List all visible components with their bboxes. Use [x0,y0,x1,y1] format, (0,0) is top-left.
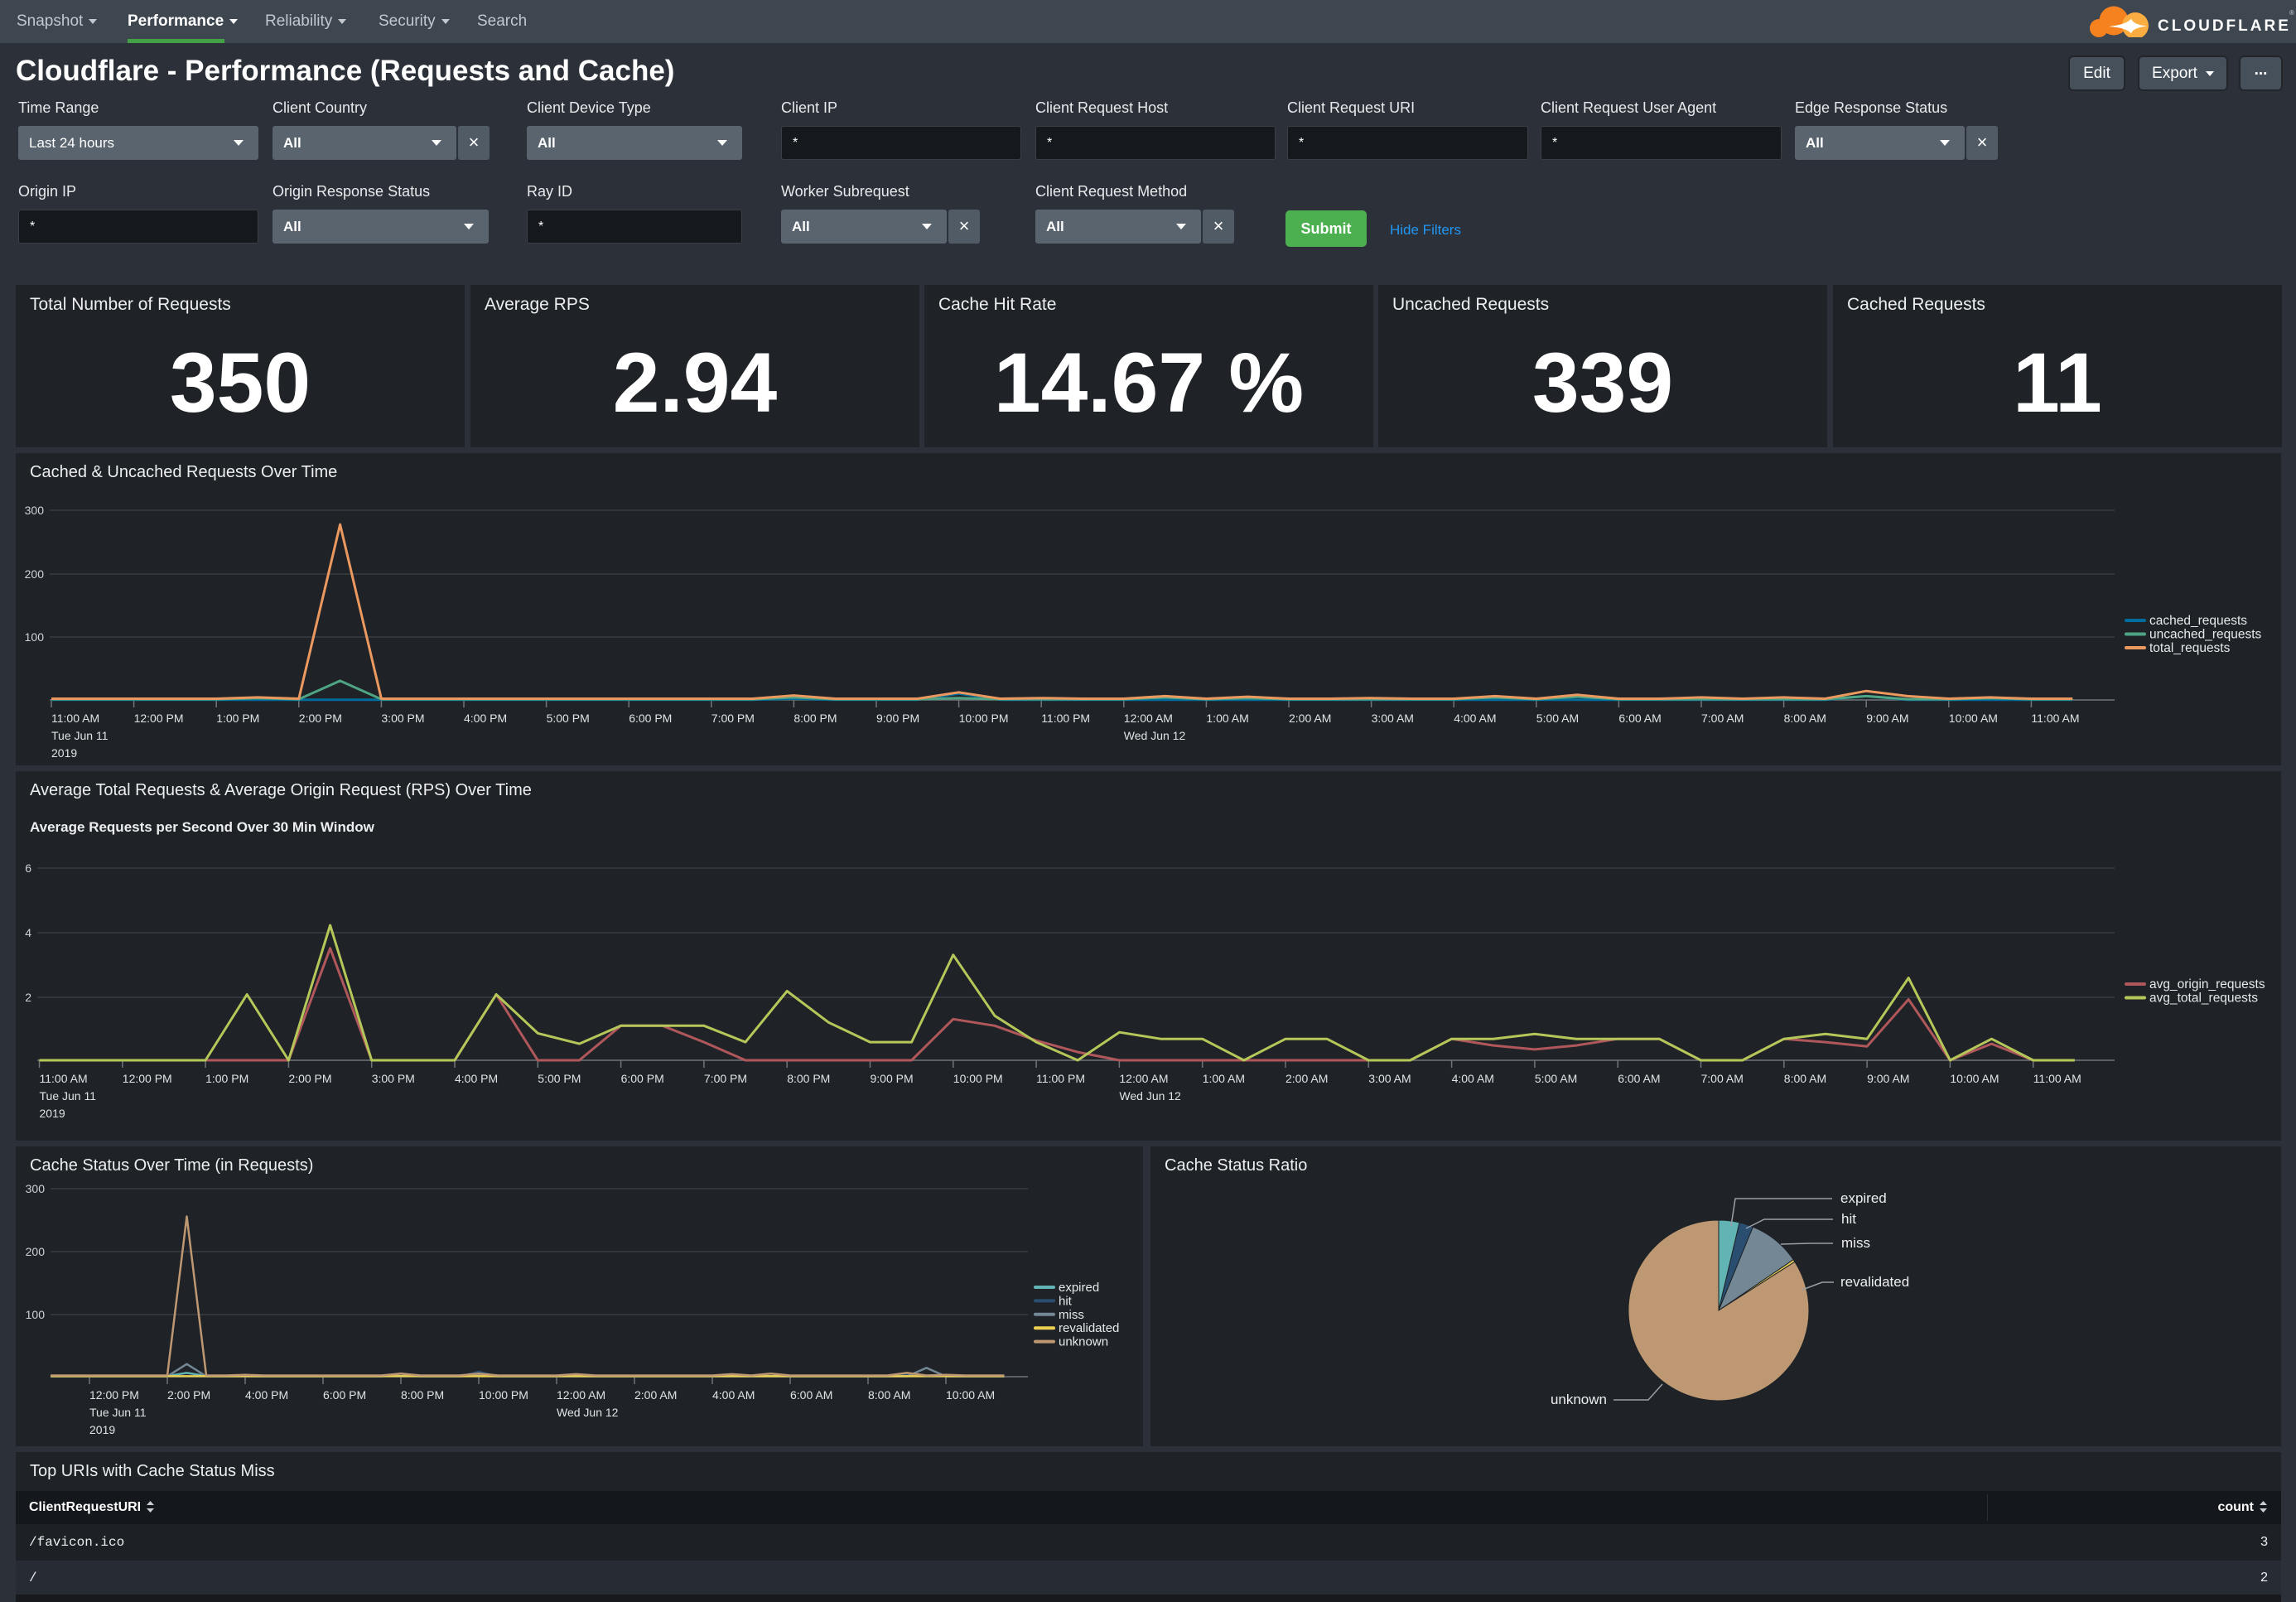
svg-text:7:00 AM: 7:00 AM [1701,1072,1744,1085]
svg-text:miss: miss [1059,1308,1084,1322]
svg-text:100: 100 [25,630,45,644]
svg-text:Wed Jun 12: Wed Jun 12 [1119,1089,1181,1103]
svg-text:9:00 PM: 9:00 PM [876,712,919,725]
svg-text:3:00 AM: 3:00 AM [1368,1072,1411,1085]
svg-text:10:00 AM: 10:00 AM [1950,1072,1999,1085]
svg-text:2:00 AM: 2:00 AM [634,1388,677,1402]
svg-text:6:00 AM: 6:00 AM [1618,712,1661,725]
svg-text:300: 300 [26,1182,46,1195]
svg-text:12:00 AM: 12:00 AM [1124,712,1173,725]
svg-text:unknown: unknown [1059,1335,1108,1349]
svg-text:200: 200 [25,567,45,581]
svg-text:4:00 PM: 4:00 PM [455,1072,498,1085]
svg-text:5:00 AM: 5:00 AM [1535,1072,1577,1085]
svg-text:hit: hit [1841,1211,1856,1227]
svg-text:6: 6 [25,861,31,875]
svg-text:Wed Jun 12: Wed Jun 12 [557,1406,619,1419]
svg-text:9:00 AM: 9:00 AM [1867,1072,1909,1085]
svg-text:11:00 PM: 11:00 PM [1041,712,1090,725]
svg-text:2:00 AM: 2:00 AM [1285,1072,1328,1085]
svg-text:10:00 PM: 10:00 PM [479,1388,528,1402]
svg-text:6:00 PM: 6:00 PM [621,1072,664,1085]
svg-text:3:00 PM: 3:00 PM [381,712,424,725]
svg-text:expired: expired [1840,1190,1887,1206]
svg-text:10:00 AM: 10:00 AM [1949,712,1998,725]
svg-text:6:00 AM: 6:00 AM [790,1388,832,1402]
svg-text:11:00 PM: 11:00 PM [1036,1072,1085,1085]
svg-text:hit: hit [1059,1294,1073,1308]
svg-text:cached_requests: cached_requests [2149,614,2247,628]
svg-text:3:00 AM: 3:00 AM [1372,712,1414,725]
svg-text:12:00 AM: 12:00 AM [557,1388,605,1402]
svg-text:2:00 PM: 2:00 PM [299,712,342,725]
svg-text:7:00 PM: 7:00 PM [704,1072,747,1085]
svg-text:200: 200 [26,1245,46,1258]
svg-text:6:00 AM: 6:00 AM [1618,1072,1660,1085]
svg-text:2:00 PM: 2:00 PM [288,1072,331,1085]
svg-text:12:00 AM: 12:00 AM [1119,1072,1168,1085]
svg-text:12:00 PM: 12:00 PM [89,1388,139,1402]
svg-text:7:00 AM: 7:00 AM [1701,712,1744,725]
svg-text:8:00 AM: 8:00 AM [1784,712,1826,725]
svg-text:Tue Jun 11: Tue Jun 11 [51,729,109,742]
svg-text:2019: 2019 [89,1423,115,1436]
svg-text:1:00 AM: 1:00 AM [1203,1072,1245,1085]
svg-text:11:00 AM: 11:00 AM [51,712,99,725]
svg-text:6:00 PM: 6:00 PM [629,712,672,725]
svg-text:5:00 PM: 5:00 PM [547,712,590,725]
svg-text:Wed Jun 12: Wed Jun 12 [1124,729,1186,742]
svg-text:4:00 AM: 4:00 AM [1454,712,1496,725]
svg-text:Tue Jun 11: Tue Jun 11 [89,1406,147,1419]
svg-text:300: 300 [25,504,45,517]
svg-text:8:00 PM: 8:00 PM [787,1072,830,1085]
svg-text:9:00 PM: 9:00 PM [871,1072,914,1085]
svg-text:avg_origin_requests: avg_origin_requests [2149,977,2265,992]
svg-text:expired: expired [1059,1281,1099,1295]
svg-text:4:00 PM: 4:00 PM [464,712,507,725]
svg-text:8:00 PM: 8:00 PM [793,712,837,725]
svg-text:3:00 PM: 3:00 PM [372,1072,415,1085]
svg-text:10:00 PM: 10:00 PM [959,712,1009,725]
svg-text:10:00 PM: 10:00 PM [953,1072,1003,1085]
svg-text:®: ® [2289,9,2294,17]
svg-text:12:00 PM: 12:00 PM [123,1072,172,1085]
svg-text:10:00 AM: 10:00 AM [946,1388,995,1402]
svg-text:1:00 PM: 1:00 PM [205,1072,248,1085]
svg-text:2019: 2019 [40,1107,65,1120]
svg-text:8:00 AM: 8:00 AM [1784,1072,1826,1085]
svg-text:8:00 PM: 8:00 PM [401,1388,444,1402]
svg-text:4:00 AM: 4:00 AM [1452,1072,1494,1085]
svg-text:8:00 AM: 8:00 AM [868,1388,910,1402]
svg-text:11:00 AM: 11:00 AM [40,1072,88,1085]
svg-text:1:00 PM: 1:00 PM [216,712,259,725]
svg-text:2: 2 [25,991,31,1004]
svg-text:2019: 2019 [51,746,77,760]
svg-text:100: 100 [26,1308,46,1321]
svg-text:CLOUDFLARE: CLOUDFLARE [2158,17,2291,35]
svg-text:11:00 AM: 11:00 AM [2031,712,2079,725]
svg-text:4: 4 [25,926,31,939]
svg-text:avg_total_requests: avg_total_requests [2149,992,2258,1006]
svg-text:2:00 AM: 2:00 AM [1289,712,1331,725]
svg-text:4:00 PM: 4:00 PM [245,1388,288,1402]
svg-text:1:00 AM: 1:00 AM [1206,712,1248,725]
svg-text:12:00 PM: 12:00 PM [134,712,184,725]
svg-text:11:00 AM: 11:00 AM [2033,1072,2081,1085]
svg-text:4:00 AM: 4:00 AM [712,1388,755,1402]
svg-text:5:00 PM: 5:00 PM [538,1072,581,1085]
svg-text:2:00 PM: 2:00 PM [167,1388,210,1402]
svg-text:revalidated: revalidated [1059,1321,1119,1335]
svg-text:miss: miss [1841,1235,1870,1251]
svg-text:unknown: unknown [1551,1392,1607,1407]
svg-text:Tue Jun 11: Tue Jun 11 [40,1089,97,1103]
svg-text:9:00 AM: 9:00 AM [1866,712,1908,725]
svg-text:5:00 AM: 5:00 AM [1536,712,1579,725]
svg-text:6:00 PM: 6:00 PM [323,1388,366,1402]
svg-text:total_requests: total_requests [2149,641,2231,655]
svg-text:revalidated: revalidated [1840,1274,1909,1290]
svg-text:7:00 PM: 7:00 PM [711,712,755,725]
svg-text:uncached_requests: uncached_requests [2149,628,2262,642]
